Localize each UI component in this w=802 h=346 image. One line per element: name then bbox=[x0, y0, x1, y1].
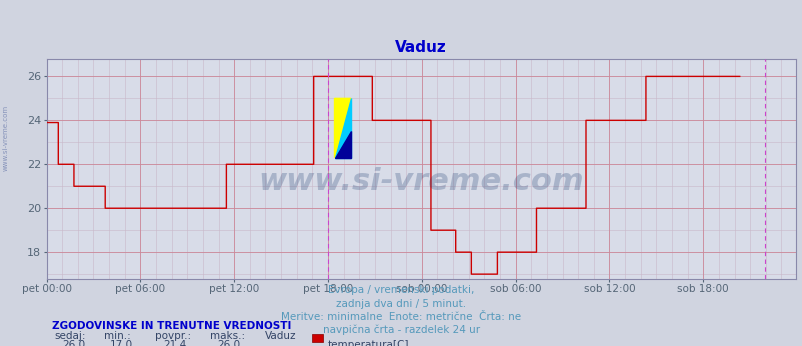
Polygon shape bbox=[334, 131, 350, 158]
Title: Vaduz: Vaduz bbox=[395, 40, 447, 55]
Text: sedaj:: sedaj: bbox=[55, 331, 86, 342]
Text: zadnja dva dni / 5 minut.: zadnja dva dni / 5 minut. bbox=[336, 299, 466, 309]
Text: www.si-vreme.com: www.si-vreme.com bbox=[2, 105, 9, 172]
Text: navpična črta - razdelek 24 ur: navpična črta - razdelek 24 ur bbox=[322, 325, 480, 335]
Text: 17,0: 17,0 bbox=[110, 340, 133, 346]
Text: Evropa / vremenski podatki,: Evropa / vremenski podatki, bbox=[328, 285, 474, 295]
Text: Vaduz: Vaduz bbox=[265, 331, 296, 342]
Text: povpr.:: povpr.: bbox=[155, 331, 191, 342]
Text: Meritve: minimalne  Enote: metrične  Črta: ne: Meritve: minimalne Enote: metrične Črta:… bbox=[281, 312, 521, 322]
Text: 26,0: 26,0 bbox=[63, 340, 86, 346]
Text: 21,4: 21,4 bbox=[163, 340, 186, 346]
Text: 26,0: 26,0 bbox=[217, 340, 240, 346]
Polygon shape bbox=[334, 98, 350, 158]
Text: www.si-vreme.com: www.si-vreme.com bbox=[258, 167, 583, 197]
Text: maks.:: maks.: bbox=[210, 331, 245, 342]
Text: ZGODOVINSKE IN TRENUTNE VREDNOSTI: ZGODOVINSKE IN TRENUTNE VREDNOSTI bbox=[52, 321, 291, 331]
Text: temperatura[C]: temperatura[C] bbox=[327, 340, 408, 346]
Text: min.:: min.: bbox=[104, 331, 131, 342]
Polygon shape bbox=[334, 98, 350, 158]
